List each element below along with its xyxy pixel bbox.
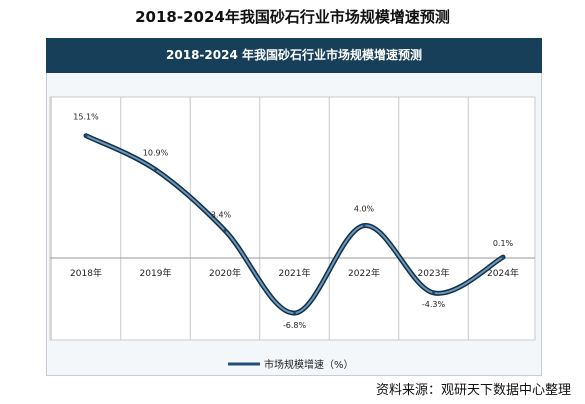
x-axis-tick-labels: 2018年 2019年 2020年 2021年 2022年 2023年 2024年 — [70, 267, 519, 279]
data-label: 4.0% — [354, 205, 375, 214]
data-label: 0.1% — [493, 239, 514, 248]
x-tick-label: 2018年 — [70, 267, 102, 279]
x-tick-label: 2024年 — [487, 267, 519, 279]
data-label: 15.1% — [73, 113, 99, 122]
data-point — [293, 311, 296, 315]
x-tick-label: 2022年 — [348, 267, 380, 279]
data-labels: 15.1% 10.9% 3.4% -6.8% 4.0% -4.3% 0.1% — [73, 113, 513, 330]
data-label: 10.9% — [143, 149, 169, 158]
x-tick-label: 2021年 — [279, 267, 311, 279]
data-label: -6.8% — [283, 321, 307, 330]
data-point — [501, 255, 505, 259]
x-tick-label: 2020年 — [209, 267, 241, 279]
data-point — [154, 168, 157, 172]
data-point — [223, 228, 227, 232]
data-point — [432, 291, 435, 295]
data-label: -4.3% — [422, 300, 446, 309]
legend-label: 市场规模增速（%） — [264, 358, 354, 371]
series-line-group — [83, 133, 506, 316]
x-tick-label: 2023年 — [418, 267, 450, 279]
chart-banner-title: 2018-2024 年我国砂石行业市场规模增速预测 — [46, 38, 542, 73]
x-tick-label: 2019年 — [140, 267, 172, 279]
data-point — [84, 134, 88, 138]
legend: 市场规模增速（%） — [228, 358, 354, 371]
page-title: 2018-2024年我国砂石行业市场规模增速预测 — [135, 8, 450, 26]
source-note: 资料来源：观研天下数据中心整理 — [375, 383, 571, 398]
vertical-gridlines — [50, 97, 469, 340]
data-point — [362, 224, 366, 228]
plot-area — [49, 96, 536, 341]
data-label: 3.4% — [211, 210, 232, 219]
